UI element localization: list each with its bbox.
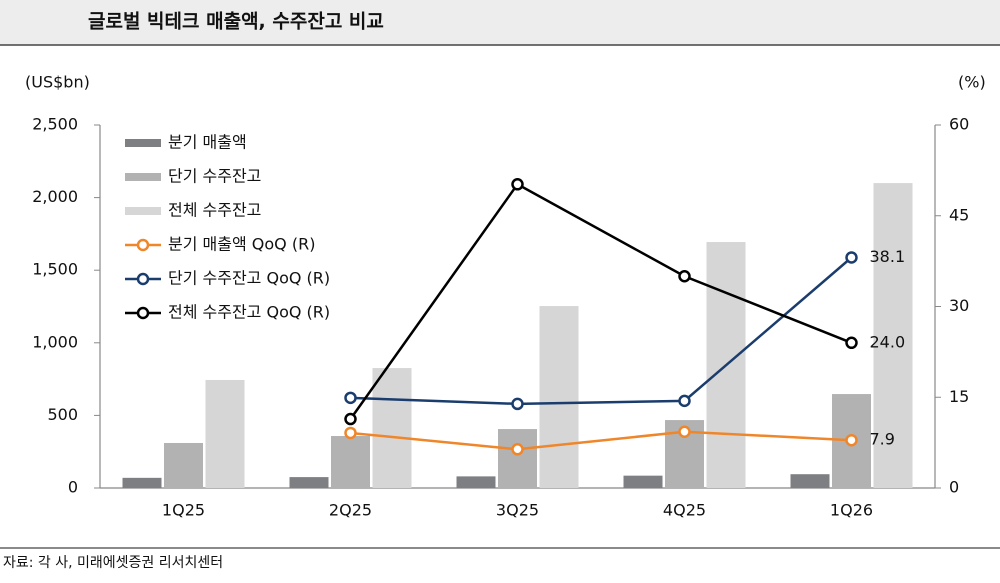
marker bbox=[678, 270, 691, 283]
legend-swatch bbox=[136, 306, 150, 320]
bar bbox=[164, 442, 203, 488]
y-axis-label: (US$bn) bbox=[25, 73, 90, 92]
x-tick-label: 1Q25 bbox=[162, 501, 205, 520]
legend-swatch bbox=[125, 139, 161, 147]
y-tick-label: 2,500 bbox=[32, 115, 78, 134]
y2-tick-label: 30 bbox=[949, 296, 969, 315]
legend-label: 분기 매출액 QoQ (R) bbox=[168, 235, 315, 254]
legend-swatch bbox=[136, 272, 150, 286]
chart-title: 글로벌 빅테크 매출액, 수주잔고 비교 bbox=[88, 11, 384, 33]
marker bbox=[511, 178, 524, 191]
y-tick-label: 1,000 bbox=[32, 332, 78, 351]
marker bbox=[678, 394, 691, 408]
legend-swatch bbox=[125, 173, 161, 181]
y-tick-label: 2,000 bbox=[32, 187, 78, 206]
bar bbox=[122, 477, 162, 488]
y-tick-label: 1,500 bbox=[32, 260, 78, 279]
marker bbox=[511, 397, 524, 411]
marker bbox=[344, 391, 357, 405]
line bbox=[349, 182, 852, 420]
marker bbox=[344, 412, 357, 426]
x-tick-label: 1Q26 bbox=[830, 501, 873, 520]
bar bbox=[456, 476, 496, 488]
y-tick-label: 0 bbox=[68, 478, 78, 497]
bar bbox=[289, 477, 329, 488]
y-tick-label: 500 bbox=[47, 405, 78, 424]
legend-label: 단기 수주잔고 bbox=[168, 167, 261, 186]
legend-label: 단기 수주잔고 QoQ (R) bbox=[168, 269, 330, 288]
data-label: 38.1 bbox=[870, 247, 906, 266]
marker bbox=[344, 426, 357, 440]
y2-tick-label: 0 bbox=[949, 478, 959, 497]
data-label: 7.9 bbox=[870, 430, 895, 449]
bar bbox=[331, 436, 370, 488]
source: 자료: 각 사, 미래에셋증권 리서치센터 bbox=[3, 555, 223, 571]
legend-swatch bbox=[136, 238, 150, 252]
marker bbox=[845, 433, 858, 447]
line bbox=[350, 256, 853, 406]
x-tick-label: 2Q25 bbox=[329, 501, 372, 520]
bar bbox=[790, 474, 830, 488]
marker bbox=[845, 251, 858, 264]
data-label: 24.0 bbox=[870, 332, 906, 351]
line bbox=[350, 430, 852, 451]
title-bar bbox=[0, 0, 1000, 45]
x-tick-label: 3Q25 bbox=[496, 501, 539, 520]
legend-label: 분기 매출액 bbox=[168, 133, 247, 152]
bar bbox=[539, 306, 579, 488]
legend-label: 전체 수주잔고 bbox=[168, 201, 261, 220]
bar bbox=[623, 475, 663, 488]
y2-axis-label: (%) bbox=[958, 73, 986, 92]
x-tick-label: 4Q25 bbox=[663, 501, 706, 520]
bar bbox=[498, 429, 537, 488]
bar bbox=[205, 379, 245, 488]
bar bbox=[873, 183, 913, 488]
bar bbox=[372, 368, 412, 488]
y2-tick-label: 15 bbox=[949, 387, 969, 406]
marker bbox=[678, 425, 691, 438]
marker bbox=[511, 443, 524, 456]
legend-label: 전체 수주잔고 QoQ (R) bbox=[168, 303, 330, 322]
y2-tick-label: 45 bbox=[949, 205, 969, 224]
marker bbox=[845, 336, 858, 350]
y2-tick-label: 60 bbox=[949, 115, 969, 134]
legend-swatch bbox=[125, 207, 161, 215]
